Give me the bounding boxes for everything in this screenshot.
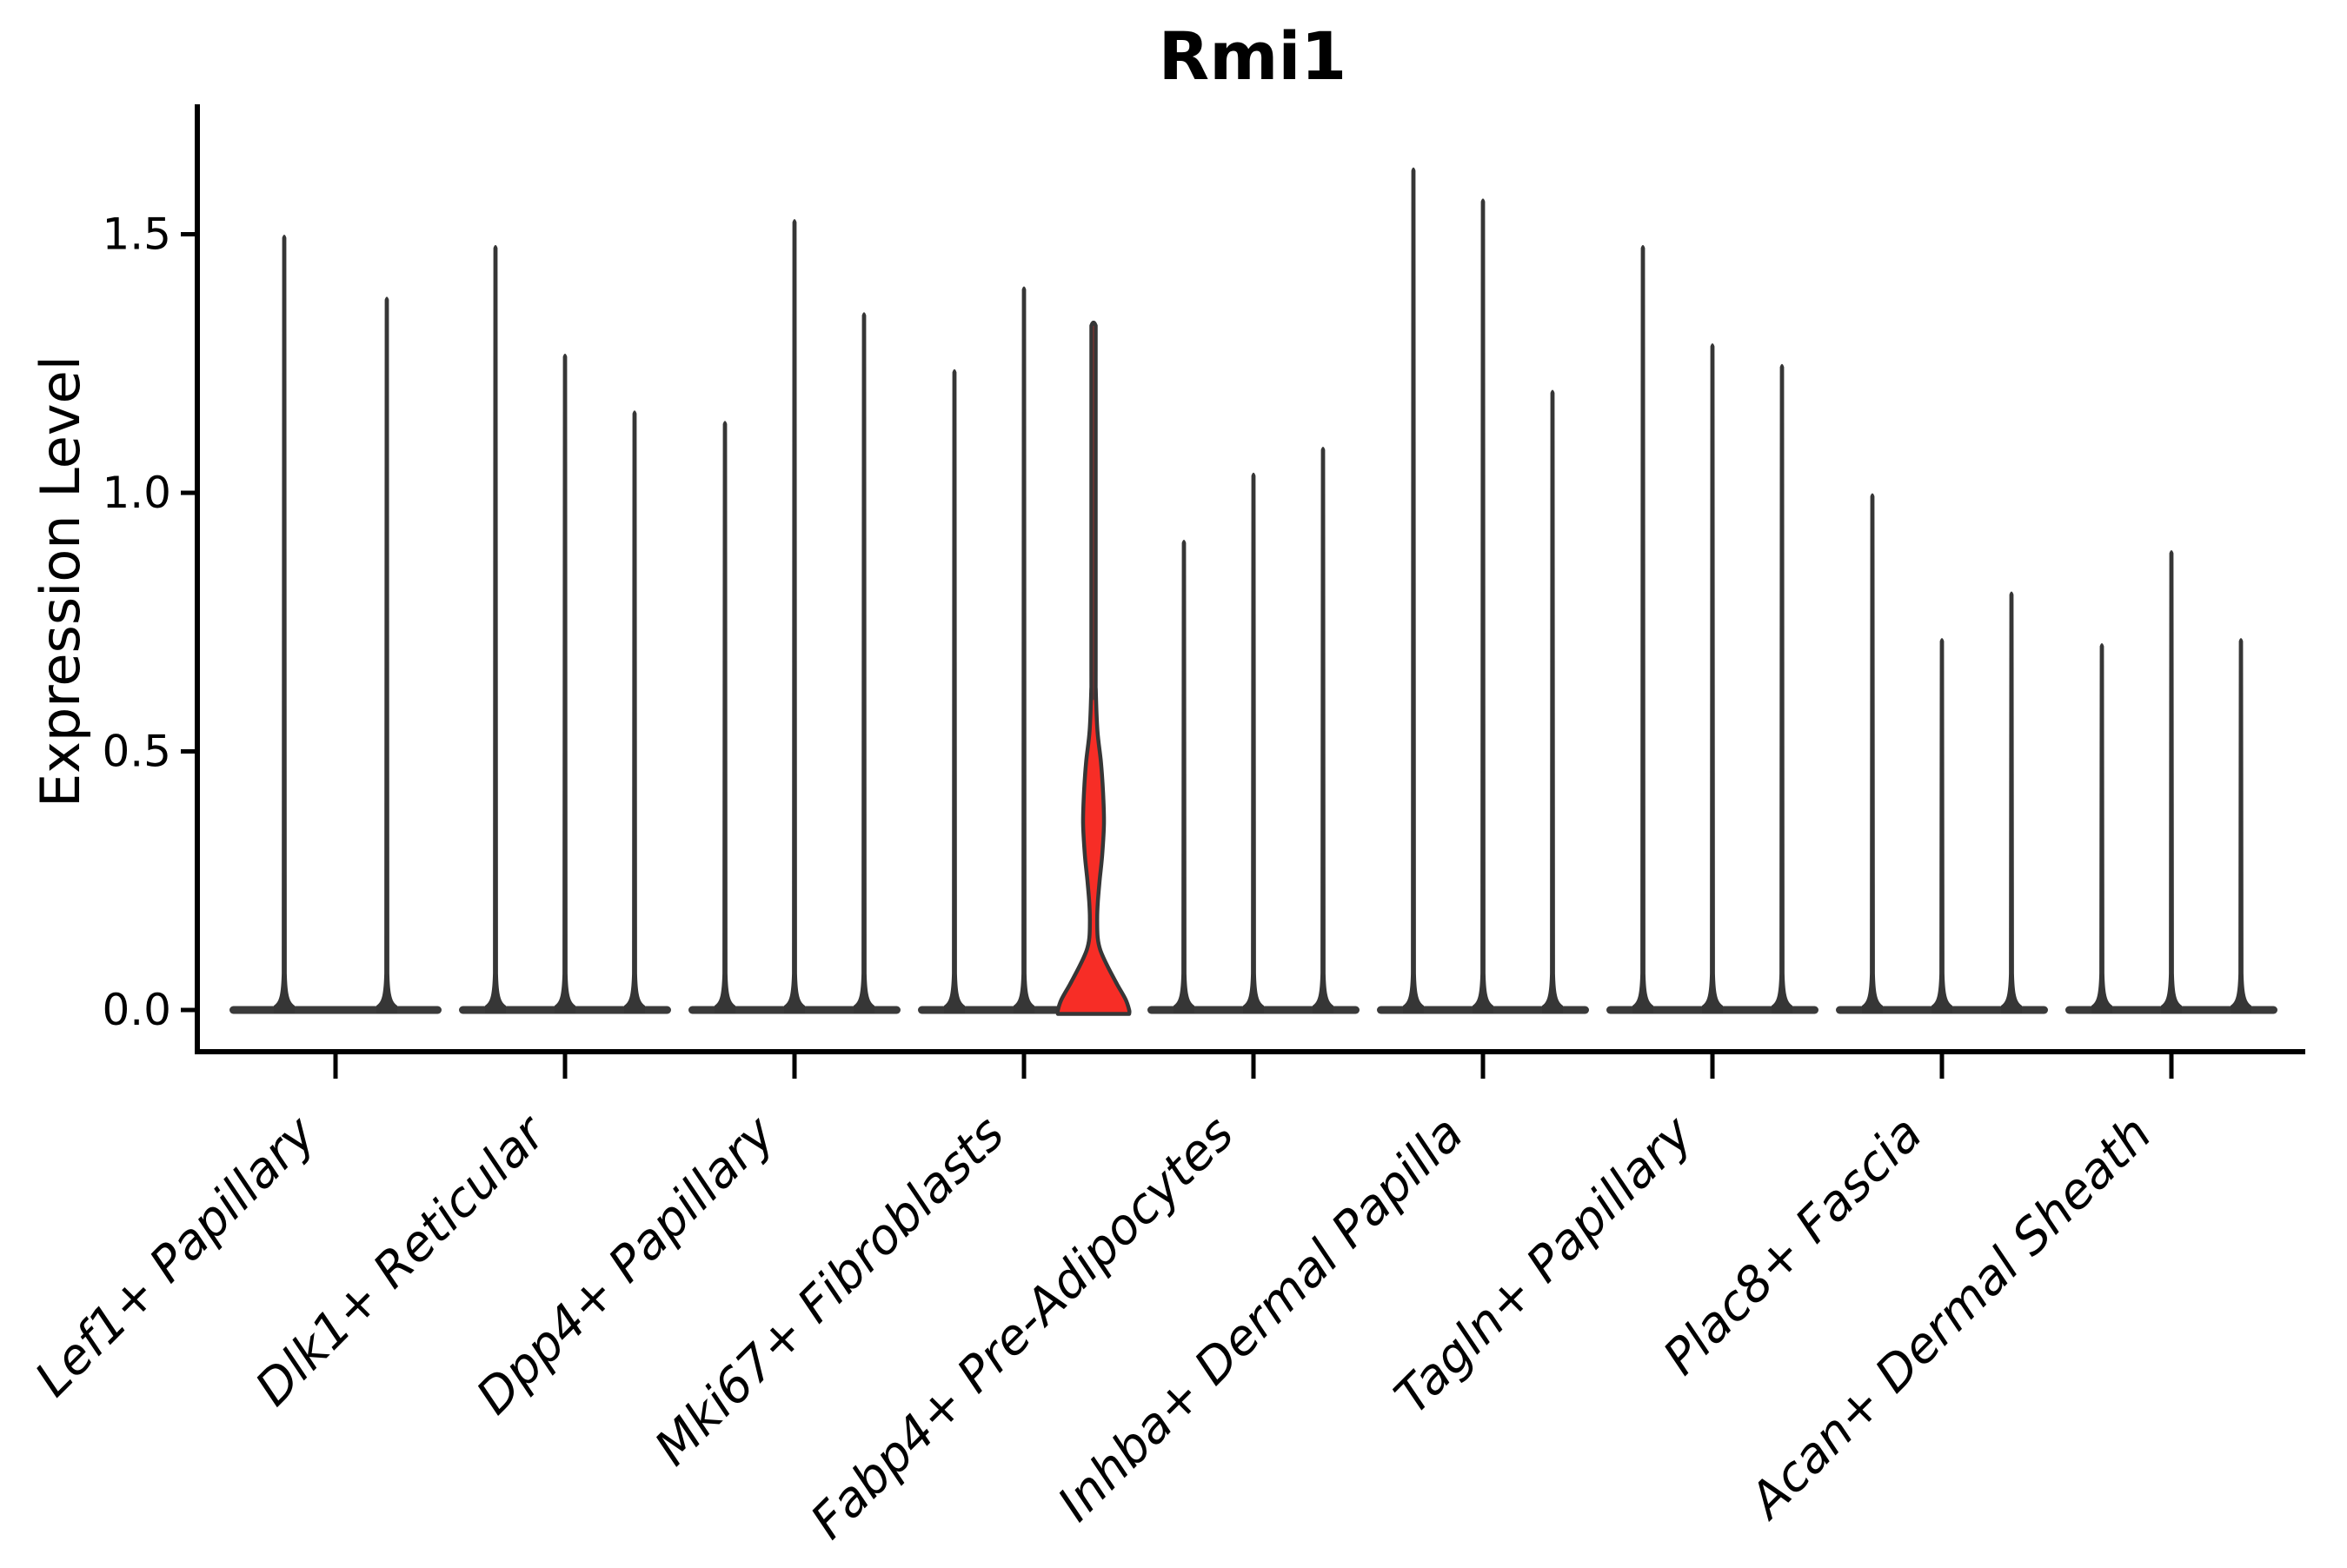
violin-spike [555, 353, 575, 1014]
violin-spike [1014, 286, 1034, 1013]
violin-spike [715, 421, 735, 1013]
violin-spike [2161, 549, 2182, 1013]
violin-spike [274, 235, 295, 1013]
violin-spike [944, 369, 965, 1013]
violin-spike [624, 410, 645, 1013]
violin-spike [1243, 472, 1264, 1013]
violin-spike [2001, 591, 2022, 1013]
y-axis-label: Expression Level [29, 355, 92, 807]
violin-spike [784, 219, 805, 1013]
violin-spike [2091, 643, 2112, 1013]
x-category-label: Fabp4+ Pre-Adipocytes [801, 1106, 1245, 1550]
violin-spike [1403, 167, 1424, 1013]
x-category-label: Acan+ Dermal Sheath [1738, 1106, 2163, 1531]
x-category-label: Inhba+ Dermal Papilla [1047, 1106, 1474, 1532]
violin-spike [2231, 638, 2251, 1013]
chart-title: Rmi1 [1158, 17, 1347, 95]
y-tick-label: 0.0 [102, 985, 171, 1035]
violin-spike [1702, 342, 1723, 1013]
violin-spike [1313, 446, 1333, 1013]
y-tick-label: 0.5 [102, 727, 171, 777]
violin-spike [854, 312, 874, 1013]
violin-spike [1862, 493, 1883, 1013]
violin-spike [1632, 244, 1653, 1013]
violin-highlighted [1055, 320, 1132, 1016]
violin-spike [1542, 389, 1563, 1013]
violin-spike [376, 296, 397, 1013]
violin-spike [1174, 540, 1194, 1013]
violin-base-bar [229, 1006, 442, 1014]
violin-spike [1931, 638, 1952, 1013]
violin-spike [1772, 363, 1792, 1013]
y-tick-label: 1.0 [102, 468, 171, 518]
y-tick-label: 1.5 [102, 209, 171, 260]
violin-spike [1473, 198, 1493, 1014]
violin-spike [485, 244, 506, 1013]
